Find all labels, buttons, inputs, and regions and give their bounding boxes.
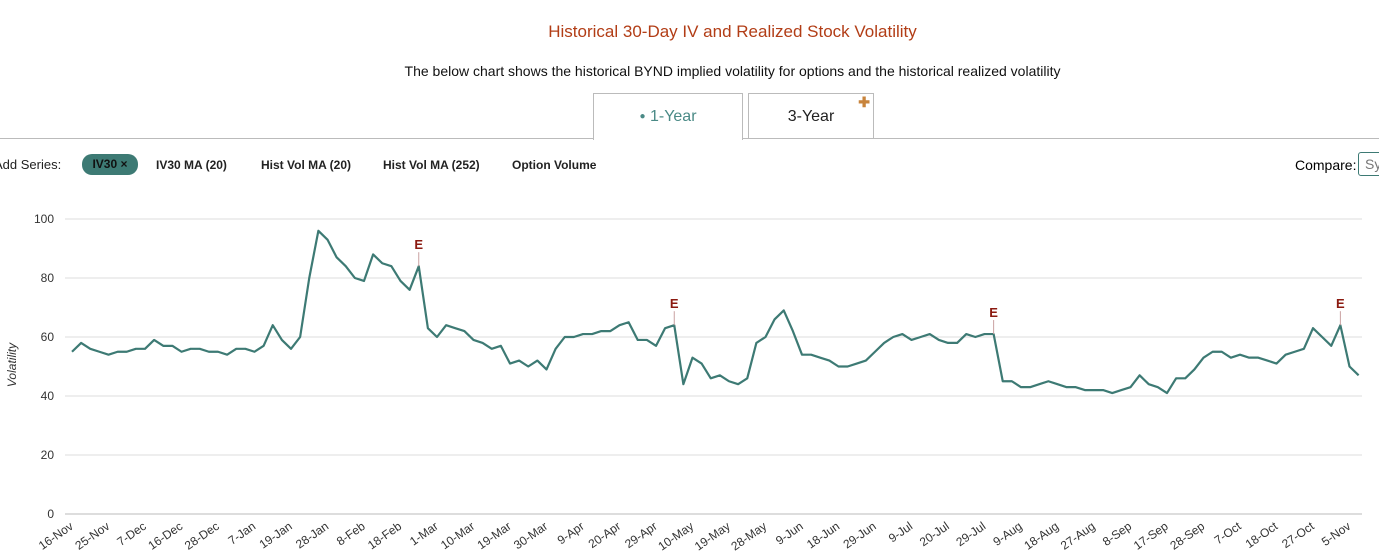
- series-line: [71, 229, 1360, 395]
- earnings-marker: E: [670, 296, 679, 311]
- x-tick-label: 5-Nov: [1319, 519, 1353, 549]
- x-tick-label: 18-Oct: [1243, 519, 1281, 552]
- series-option[interactable]: IV30 MA (20): [156, 158, 227, 172]
- x-tick-label: 18-Jun: [804, 519, 842, 552]
- subtitle: The below chart shows the historical BYN…: [404, 63, 1061, 79]
- x-tick-label: 16-Nov: [36, 519, 76, 553]
- title: Historical 30-Day IV and Realized Stock …: [548, 22, 917, 41]
- tab-label: 3-Year: [787, 108, 835, 125]
- pill-label: IV30: [92, 157, 118, 171]
- y-tick-label: 0: [47, 507, 54, 521]
- x-tick-label: 18-Aug: [1021, 519, 1061, 553]
- x-tick-label: 7-Dec: [114, 519, 148, 549]
- x-tick-label: 16-Dec: [145, 519, 185, 553]
- x-tick-label: 18-Feb: [365, 519, 404, 552]
- compare-label: Compare:: [1295, 157, 1357, 173]
- x-tick-label: 9-Jul: [886, 519, 915, 545]
- earnings-marker: E: [989, 305, 998, 320]
- x-tick-label: 7-Oct: [1212, 519, 1245, 548]
- y-tick-label: 80: [41, 271, 55, 285]
- tab[interactable]: ● 1-Year: [593, 93, 743, 140]
- earnings-marker: E: [1336, 296, 1345, 311]
- x-tick-label: 28-Jan: [293, 519, 331, 552]
- tab-label: 1-Year: [649, 108, 697, 125]
- x-tick-label: 7-Jan: [226, 519, 259, 548]
- x-tick-label: 1-Mar: [407, 519, 441, 548]
- x-tick-label: 27-Aug: [1058, 519, 1098, 553]
- y-tick-label: 20: [41, 448, 55, 462]
- x-tick-label: 27-Oct: [1279, 519, 1317, 552]
- x-tick-label: 19-Mar: [475, 519, 514, 552]
- compare-input[interactable]: Sy: [1358, 152, 1379, 176]
- series-pill[interactable]: IV30 ×: [82, 154, 138, 175]
- x-tick-label: 10-Mar: [438, 519, 477, 552]
- toolbar-label: Add Series:: [0, 157, 62, 172]
- y-axis-label: Volatility: [5, 342, 19, 387]
- x-tick-label: 19-Jan: [257, 519, 295, 552]
- x-tick-label: 19-May: [692, 519, 733, 553]
- x-tick-label: 17-Sep: [1131, 519, 1171, 553]
- series-option[interactable]: Hist Vol MA (252): [383, 158, 480, 172]
- earnings-marker: E: [414, 237, 423, 252]
- x-tick-label: 8-Feb: [334, 519, 368, 549]
- x-tick-label: 10-May: [655, 519, 696, 553]
- x-tick-label: 30-Mar: [511, 519, 550, 552]
- series-option[interactable]: Hist Vol MA (20): [261, 158, 352, 172]
- x-tick-label: 20-Jul: [917, 519, 952, 549]
- tab[interactable]: 3-Year ✚: [748, 93, 874, 138]
- y-tick-label: 40: [41, 389, 55, 403]
- x-tick-label: 29-Jun: [841, 519, 879, 552]
- x-tick-label: 29-Apr: [622, 519, 660, 551]
- x-tick-label: 9-Aug: [990, 519, 1024, 549]
- x-tick-label: 20-Apr: [586, 519, 624, 551]
- x-tick-label: 29-Jul: [953, 519, 988, 549]
- y-tick-label: 100: [34, 212, 54, 226]
- x-tick-label: 28-Dec: [182, 519, 222, 553]
- x-tick-label: 9-Apr: [555, 519, 587, 547]
- x-tick-label: 9-Jun: [773, 519, 806, 548]
- x-tick-label: 28-Sep: [1167, 519, 1207, 553]
- pill-close[interactable]: ×: [120, 157, 128, 171]
- x-tick-label: 25-Nov: [72, 519, 112, 553]
- x-tick-label: 8-Sep: [1100, 519, 1135, 549]
- y-tick-label: 60: [41, 330, 55, 344]
- series-option[interactable]: Option Volume: [512, 158, 597, 172]
- x-tick-label: 28-May: [728, 519, 769, 553]
